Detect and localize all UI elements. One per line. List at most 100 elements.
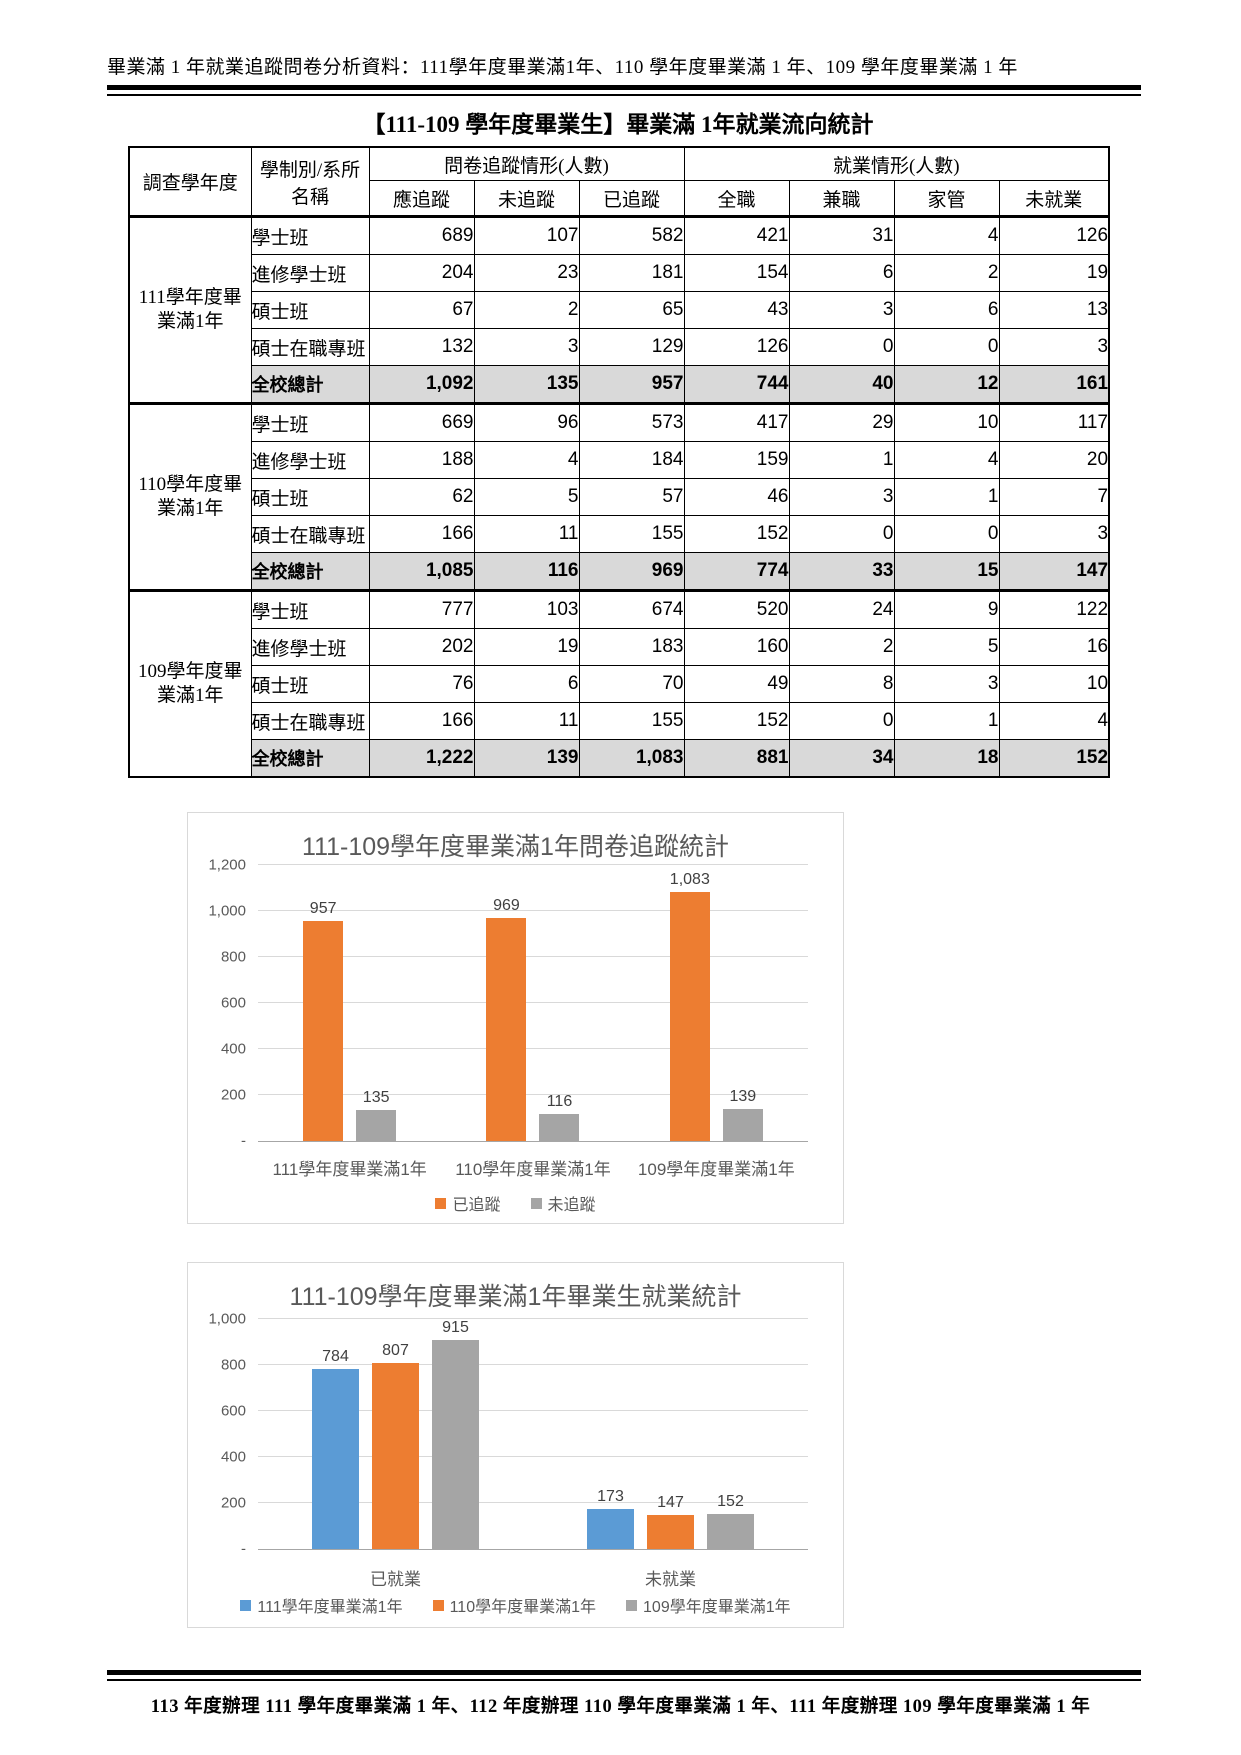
year-label-cell: 109學年度畢業滿1年 [128,589,252,778]
value-cell: 7 [998,478,1110,516]
table-row: 碩士在職專班 132 3 129 126 0 0 3 [129,328,1110,366]
total-value-cell: 744 [683,365,790,404]
x-category-label: 已就業 [370,1570,421,1589]
bar-with-label: 957 [303,865,344,1141]
value-cell: 3 [998,515,1110,553]
total-value-cell: 33 [788,552,895,591]
value-cell: 10 [893,402,1000,442]
bar-已追蹤 [486,918,527,1141]
header-sub-col: 應追蹤 [368,180,475,218]
table-row: 109學年度畢業滿1年 學士班 777 103 674 520 24 9 122 [128,589,1110,778]
program-cell: 碩士班 [250,665,370,703]
page-footer-text: 113 年度辦理 111 學年度畢業滿 1 年、112 年度辦理 110 學年度… [150,1697,1091,1717]
value-cell: 669 [368,402,475,442]
value-cell: 16 [998,628,1110,666]
bar-with-label: 784 [312,1319,359,1549]
bar-group: 784 807 915 [258,1319,533,1549]
bar-with-label: 969 [486,865,527,1141]
value-cell: 8 [788,665,895,703]
gridline [258,1094,808,1095]
bar-109學年度畢業滿1年 [432,1340,479,1549]
legend-item: 109學年度畢業滿1年 [626,1593,791,1617]
table-row: 進修學士班 204 23 181 154 6 2 19 [129,254,1110,292]
value-cell: 23 [473,254,580,292]
legend-label: 未追蹤 [547,1197,596,1214]
value-cell: 3 [893,665,1000,703]
total-value-cell: 1,085 [368,552,475,591]
bar-未追蹤 [356,1109,397,1141]
legend-item: 110學年度畢業滿1年 [432,1593,596,1617]
value-cell: 57 [578,478,685,516]
value-cell: 166 [368,702,475,740]
table-row: 碩士班 62 5 57 46 3 1 7 [129,478,1110,516]
program-cell: 學士班 [250,589,370,629]
bar-with-label: 1,083 [670,865,710,1141]
program-cell: 碩士在職專班 [250,328,370,366]
header-program: 學制別/系所名稱 [250,146,370,217]
value-cell: 4 [998,702,1110,740]
header-sub-col: 未追蹤 [473,180,580,218]
bar-value-label: 807 [382,1342,409,1360]
value-cell: 9 [893,589,1000,629]
y-tick-label: 1,000 [208,902,246,920]
table-row: 碩士班 67 2 65 43 3 6 13 [129,291,1110,329]
total-value-cell: 147 [998,552,1110,591]
gridline [258,1456,808,1457]
value-cell: 166 [368,515,475,553]
value-cell: 62 [368,478,475,516]
value-cell: 65 [578,291,685,329]
bar-group: 957 135 [258,865,441,1141]
value-cell: 11 [473,515,580,553]
value-cell: 159 [683,441,790,479]
value-cell: 417 [683,402,790,442]
legend-item: 未追蹤 [530,1191,596,1215]
value-cell: 67 [368,291,475,329]
x-category-label: 未就業 [645,1570,696,1589]
bar-value-label: 116 [546,1093,573,1111]
bar-已追蹤 [669,891,710,1141]
total-row: 全校總計 1,222 139 1,083 881 34 18 152 [129,739,1110,778]
bar-109學年度畢業滿1年 [707,1514,754,1549]
value-cell: 573 [578,402,685,442]
value-cell: 582 [578,215,685,255]
value-cell: 421 [683,215,790,255]
bar-groups: 784 807 915 173 147 152 [258,1319,808,1549]
y-tick-label: 1,200 [208,856,246,874]
legend-swatch-icon [530,1197,542,1209]
bar-group: 173 147 152 [533,1319,808,1549]
footer-divider [107,1670,1141,1681]
value-cell: 13 [998,291,1110,329]
value-cell: 3 [998,328,1110,366]
value-cell: 674 [578,589,685,629]
value-cell: 126 [683,328,790,366]
legend-swatch-icon [240,1599,252,1611]
bar-groups: 957 135 969 116 1,083 139 [258,865,808,1141]
bar-value-label: 152 [717,1493,744,1511]
employment-status-chart: 111-109學年度畢業滿1年畢業生就業統計 - 200 400 600 800 1,00… [187,1262,844,1628]
value-cell: 0 [893,515,1000,553]
value-cell: 31 [788,215,895,255]
y-tick-label: 800 [220,1356,246,1374]
value-cell: 0 [788,328,895,366]
header-sub-col: 家管 [893,180,1000,218]
bar-with-label: 173 [587,1319,634,1549]
value-cell: 24 [788,589,895,629]
x-category-label: 111學年度畢業滿1年 [272,1160,427,1179]
table-row: 111學年度畢業滿1年 學士班 689 107 582 421 31 4 126 [128,215,1110,404]
plot-area: - 200 400 600 800 1,000 1,200 957 135 969 116 1,083… [208,857,808,1150]
value-cell: 46 [683,478,790,516]
header-tracking-group: 問卷追蹤情形(人數) [368,146,685,181]
value-cell: 2 [788,628,895,666]
value-cell: 155 [578,515,685,553]
bar-value-label: 173 [597,1488,624,1506]
total-value-cell: 957 [578,365,685,404]
table-row: 110學年度畢業滿1年 學士班 669 96 573 417 29 10 117 [128,402,1110,591]
gridline [258,956,808,957]
value-cell: 49 [683,665,790,703]
bar-110學年度畢業滿1年 [372,1363,419,1549]
gridline [258,1002,808,1003]
program-cell: 碩士班 [250,291,370,329]
value-cell: 152 [683,702,790,740]
value-cell: 5 [893,628,1000,666]
value-cell: 188 [368,441,475,479]
